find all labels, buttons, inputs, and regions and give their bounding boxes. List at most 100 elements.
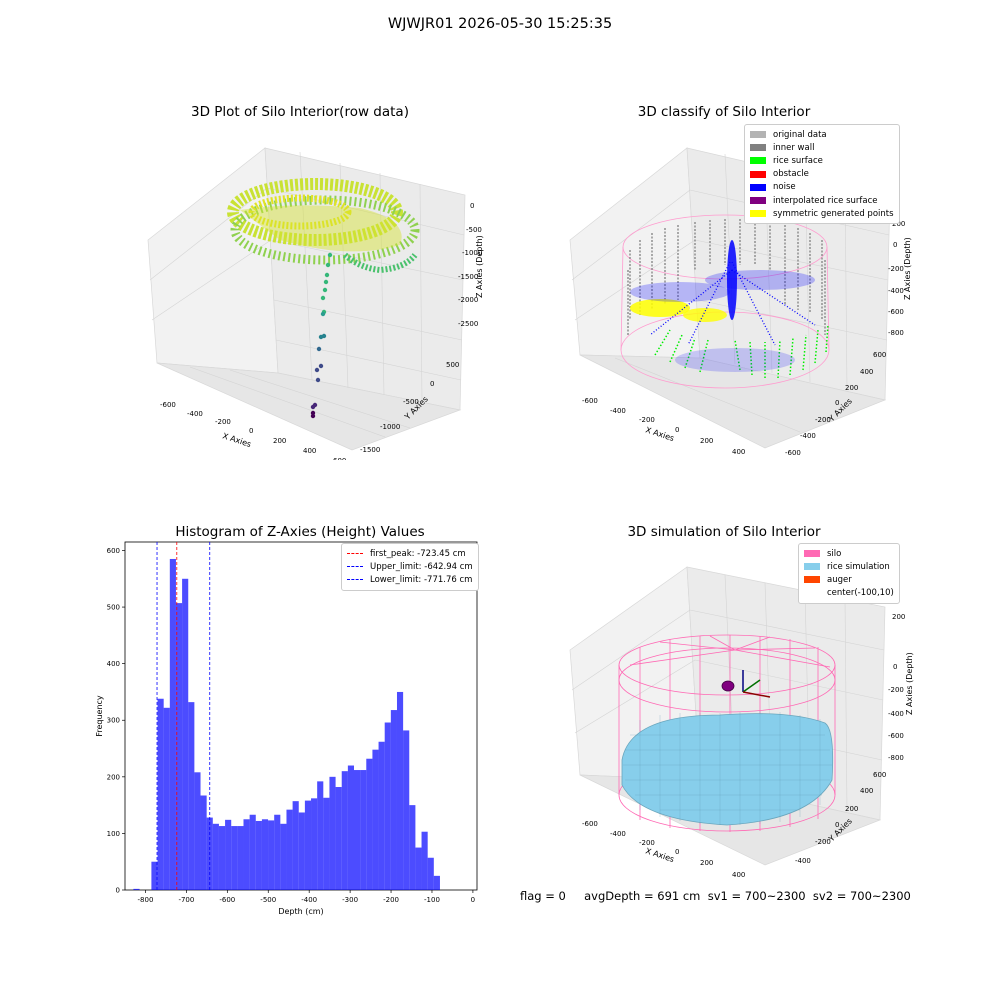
legend-swatch [750, 210, 766, 218]
histogram-bar [225, 819, 232, 890]
histogram-bar [384, 722, 391, 890]
simulation-plot-title: 3D simulation of Silo Interior [627, 524, 821, 540]
histogram-bar [255, 820, 262, 890]
histogram-xlabel: Depth (cm) [278, 907, 323, 916]
histogram-xtick-label: -400 [301, 896, 317, 904]
histogram-bar [311, 798, 318, 890]
raw-zlabel: Z Axies (Depth) [475, 235, 484, 298]
histogram-bar [390, 710, 397, 890]
histogram-bar [286, 809, 293, 890]
raw-ztick-0: 0 [470, 202, 474, 210]
raw-ytick-0: 500 [446, 361, 459, 369]
histogram-xtick-label: -100 [424, 896, 440, 904]
histogram-bar [298, 812, 305, 890]
raw-ztick-3: -1500 [458, 273, 478, 281]
classify-ztick-2: -200 [888, 265, 904, 273]
histogram-ytick-label: 600 [107, 547, 120, 555]
legend-swatch [750, 131, 766, 139]
legend-item-center: center(-100,10) [804, 587, 894, 600]
histogram-xtick-label: -600 [219, 896, 235, 904]
raw-ztick-2: -1000 [462, 249, 482, 257]
raw-xtick-0: -600 [160, 401, 176, 409]
legend-item-noise: noise [750, 181, 894, 194]
histogram-bar [372, 749, 379, 890]
classify-xtick-4: 200 [700, 437, 713, 445]
raw-xtick-5: 400 [303, 447, 316, 455]
legend-line [347, 579, 363, 581]
figure-title: WJWJR01 2026-05-30 15:25:35 [387, 16, 613, 32]
legend-swatch [804, 589, 820, 597]
histogram-bar [194, 772, 201, 890]
simulation-xtick-2: -200 [639, 839, 655, 847]
raw-inner-ring [248, 194, 352, 230]
legend-swatch [750, 157, 766, 165]
classify-ytick-6: -600 [785, 449, 801, 457]
histogram-bar [133, 888, 140, 890]
legend-item-lower-limit: Lower_limit: -771.76 cm [347, 573, 473, 586]
histogram-bar [175, 603, 183, 890]
legend-line [347, 566, 363, 568]
histogram-chart: -800 -700 -600 -500 -400 -300 -200 -100 0 0 100 20… [95, 541, 478, 916]
simulation-rice-surface [621, 713, 834, 826]
classify-ytick-1: 400 [860, 368, 873, 376]
raw-xtick-1: -400 [187, 410, 203, 418]
histogram-y-ticks: 0 100 200 300 400 500 600 [107, 547, 125, 895]
histogram-bar [237, 826, 244, 890]
classify-xtick-2: -200 [639, 416, 655, 424]
histogram-bar [274, 814, 281, 890]
histogram-xtick-label: -800 [138, 896, 154, 904]
simulation-center-marker [721, 680, 735, 692]
classify-ytick-2: 200 [845, 384, 858, 392]
simulation-ztick-2: -200 [888, 686, 904, 694]
raw-ztick-1: -500 [466, 226, 482, 234]
classify-inner-wall [627, 219, 826, 335]
histogram-bar [403, 730, 410, 890]
classify-ytick-0: 600 [873, 351, 886, 359]
classify-legend: original data inner wall rice surface ob… [744, 124, 900, 225]
raw-plot-title: 3D Plot of Silo Interior(row data) [191, 104, 409, 120]
histogram-bar [157, 698, 164, 890]
simulation-ytick-2: 200 [845, 805, 858, 813]
histogram-ylabel: Frequency [95, 695, 104, 737]
classify-xtick-5: 400 [732, 448, 745, 456]
legend-line [347, 553, 363, 555]
histogram-bar [378, 741, 385, 890]
histogram-bar [292, 801, 299, 890]
simulation-xtick-0: -600 [582, 820, 598, 828]
classify-ztick-5: -800 [888, 329, 904, 337]
legend-swatch [804, 576, 820, 584]
histogram-bars [133, 558, 440, 890]
histogram-ytick-label: 0 [116, 887, 120, 895]
simulation-zlabel: Z Axies (Depth) [905, 652, 914, 715]
histogram-xtick-label: -700 [178, 896, 194, 904]
classify-zlabel: Z Axies (Depth) [903, 237, 912, 300]
legend-item-auger: auger [804, 573, 894, 586]
legend-swatch [750, 144, 766, 152]
legend-item-first-peak: first_peak: -723.45 cm [347, 547, 473, 560]
histogram-bar [182, 578, 189, 890]
raw-ztick-5: -2500 [458, 320, 478, 328]
raw-falling-points [310, 252, 333, 419]
histogram-bar [218, 826, 226, 890]
histogram-bar [433, 875, 440, 890]
simulation-ytick-5: -400 [795, 857, 811, 865]
histogram-bar [427, 857, 434, 890]
legend-item-silo: silo [804, 547, 894, 560]
raw-ytick-2: -500 [403, 398, 419, 406]
classify-ztick-4: -600 [888, 308, 904, 316]
legend-item-obstacle: obstacle [750, 168, 894, 181]
histogram-bar [396, 691, 404, 890]
histogram-ytick-label: 100 [107, 830, 120, 838]
raw-gridlines [149, 151, 465, 438]
simulation-xtick-3: 0 [675, 848, 679, 856]
raw-point-cloud [227, 178, 420, 274]
histogram-bar [200, 795, 207, 890]
classify-ytick-3: 0 [835, 399, 839, 407]
classify-ytick-4: -200 [815, 416, 831, 424]
classify-plot-title: 3D classify of Silo Interior [637, 104, 811, 120]
raw-ytick-3: -1000 [380, 423, 400, 431]
histogram-bar [249, 814, 256, 890]
legend-item-rice-surface: rice surface [750, 154, 894, 167]
histogram-ytick-label: 500 [107, 604, 120, 612]
raw-back-pane-left [147, 147, 279, 374]
